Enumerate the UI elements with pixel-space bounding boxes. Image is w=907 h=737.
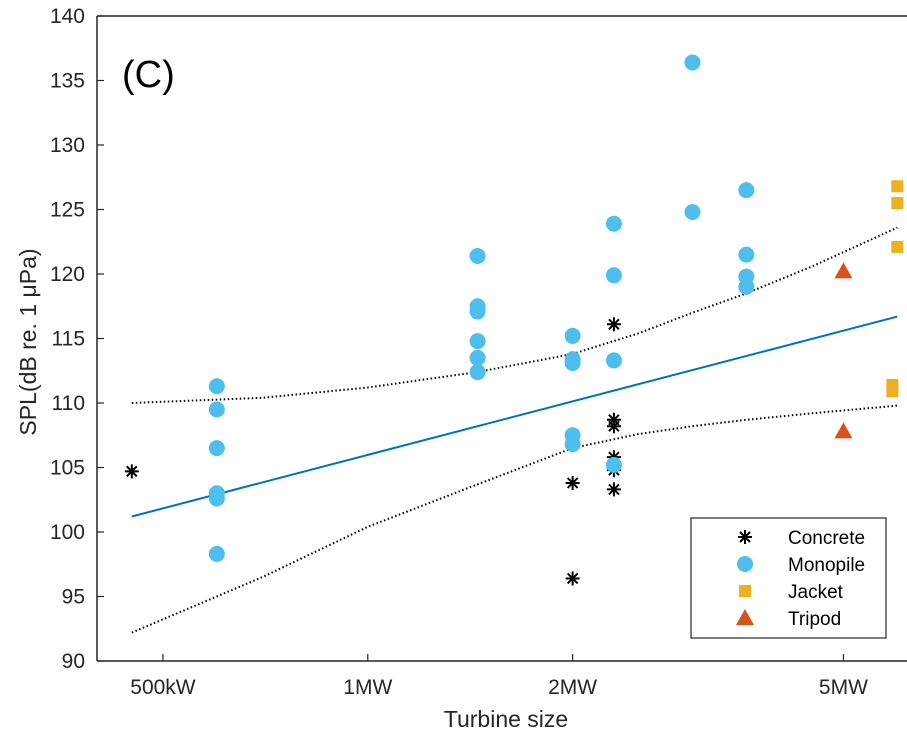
data-point-monopile xyxy=(684,204,701,221)
data-point-monopile xyxy=(208,378,225,395)
data-point-monopile xyxy=(605,267,622,284)
data-point-concrete xyxy=(606,419,621,434)
legend-label-monopile: Monopile xyxy=(788,555,865,576)
data-point-jacket xyxy=(891,180,904,193)
data-point-concrete xyxy=(565,475,580,490)
data-point-monopile xyxy=(469,349,486,366)
legend-box xyxy=(690,517,887,639)
legend: Concrete Monopile Jacket Tripod xyxy=(690,517,887,639)
y-tick-label: 100 xyxy=(50,521,85,544)
data-point-monopile xyxy=(469,247,486,264)
data-point-concrete xyxy=(606,482,621,497)
data-point-monopile xyxy=(564,436,581,453)
data-point-monopile xyxy=(208,545,225,562)
data-point-monopile xyxy=(469,364,486,381)
data-point-concrete xyxy=(606,317,621,332)
axes: 90 95 100 105 110 115 120 125 130 135 140 500kW 1MW 2… xyxy=(50,5,907,699)
data-point-monopile xyxy=(208,490,225,507)
data-point-concrete xyxy=(124,464,139,479)
data-point-monopile xyxy=(738,246,755,263)
data-point-tripod xyxy=(834,422,853,439)
data-point-jacket xyxy=(891,197,904,210)
legend-marker-jacket xyxy=(739,585,751,597)
legend-label-tripod: Tripod xyxy=(788,609,841,630)
x-tick-label: 1MW xyxy=(343,676,392,699)
y-tick-label: 90 xyxy=(62,650,85,673)
series-monopile xyxy=(208,54,755,562)
panel-label: (C) xyxy=(122,54,175,96)
y-tick-label: 125 xyxy=(50,199,85,222)
regression-line xyxy=(131,315,898,518)
x-axis-title: Turbine size xyxy=(444,706,568,732)
data-point-monopile xyxy=(738,182,755,199)
y-axis-title: SPL(dB re. 1 μPa) xyxy=(15,248,41,435)
y-tick-label: 110 xyxy=(52,392,85,415)
y-tick-label: 120 xyxy=(50,263,85,286)
y-tick-label: 135 xyxy=(50,70,85,93)
legend-marker-monopile xyxy=(737,556,753,572)
data-point-monopile xyxy=(564,327,581,344)
legend-label-jacket: Jacket xyxy=(788,582,844,603)
data-point-tripod xyxy=(834,262,853,279)
y-tick-label: 140 xyxy=(50,5,85,28)
data-point-monopile xyxy=(605,352,622,369)
series-jacket xyxy=(886,180,904,398)
data-point-monopile xyxy=(469,333,486,350)
legend-marker-concrete xyxy=(738,530,752,544)
data-point-monopile xyxy=(208,401,225,418)
data-point-monopile xyxy=(605,456,622,473)
x-tick-label: 2MW xyxy=(548,676,597,699)
y-tick-label: 95 xyxy=(62,586,85,609)
x-tick-label: 500kW xyxy=(130,676,196,699)
data-point-monopile xyxy=(469,303,486,320)
data-point-monopile xyxy=(208,440,225,457)
x-tick-label: 5MW xyxy=(819,676,868,699)
y-tick-label: 105 xyxy=(50,457,85,480)
plot-area xyxy=(124,54,904,634)
data-point-jacket xyxy=(891,240,904,253)
data-point-monopile xyxy=(605,215,622,232)
data-point-monopile xyxy=(564,355,581,372)
data-point-monopile xyxy=(684,54,701,71)
data-point-monopile xyxy=(738,278,755,295)
y-tick-label: 115 xyxy=(52,328,85,351)
ci-lower-curve xyxy=(131,404,898,634)
legend-marker-tripod xyxy=(736,609,754,625)
series-tripod xyxy=(834,262,853,439)
legend-label-concrete: Concrete xyxy=(788,528,865,549)
data-point-concrete xyxy=(565,571,580,586)
data-point-jacket xyxy=(886,385,899,398)
y-tick-label: 130 xyxy=(50,134,85,157)
